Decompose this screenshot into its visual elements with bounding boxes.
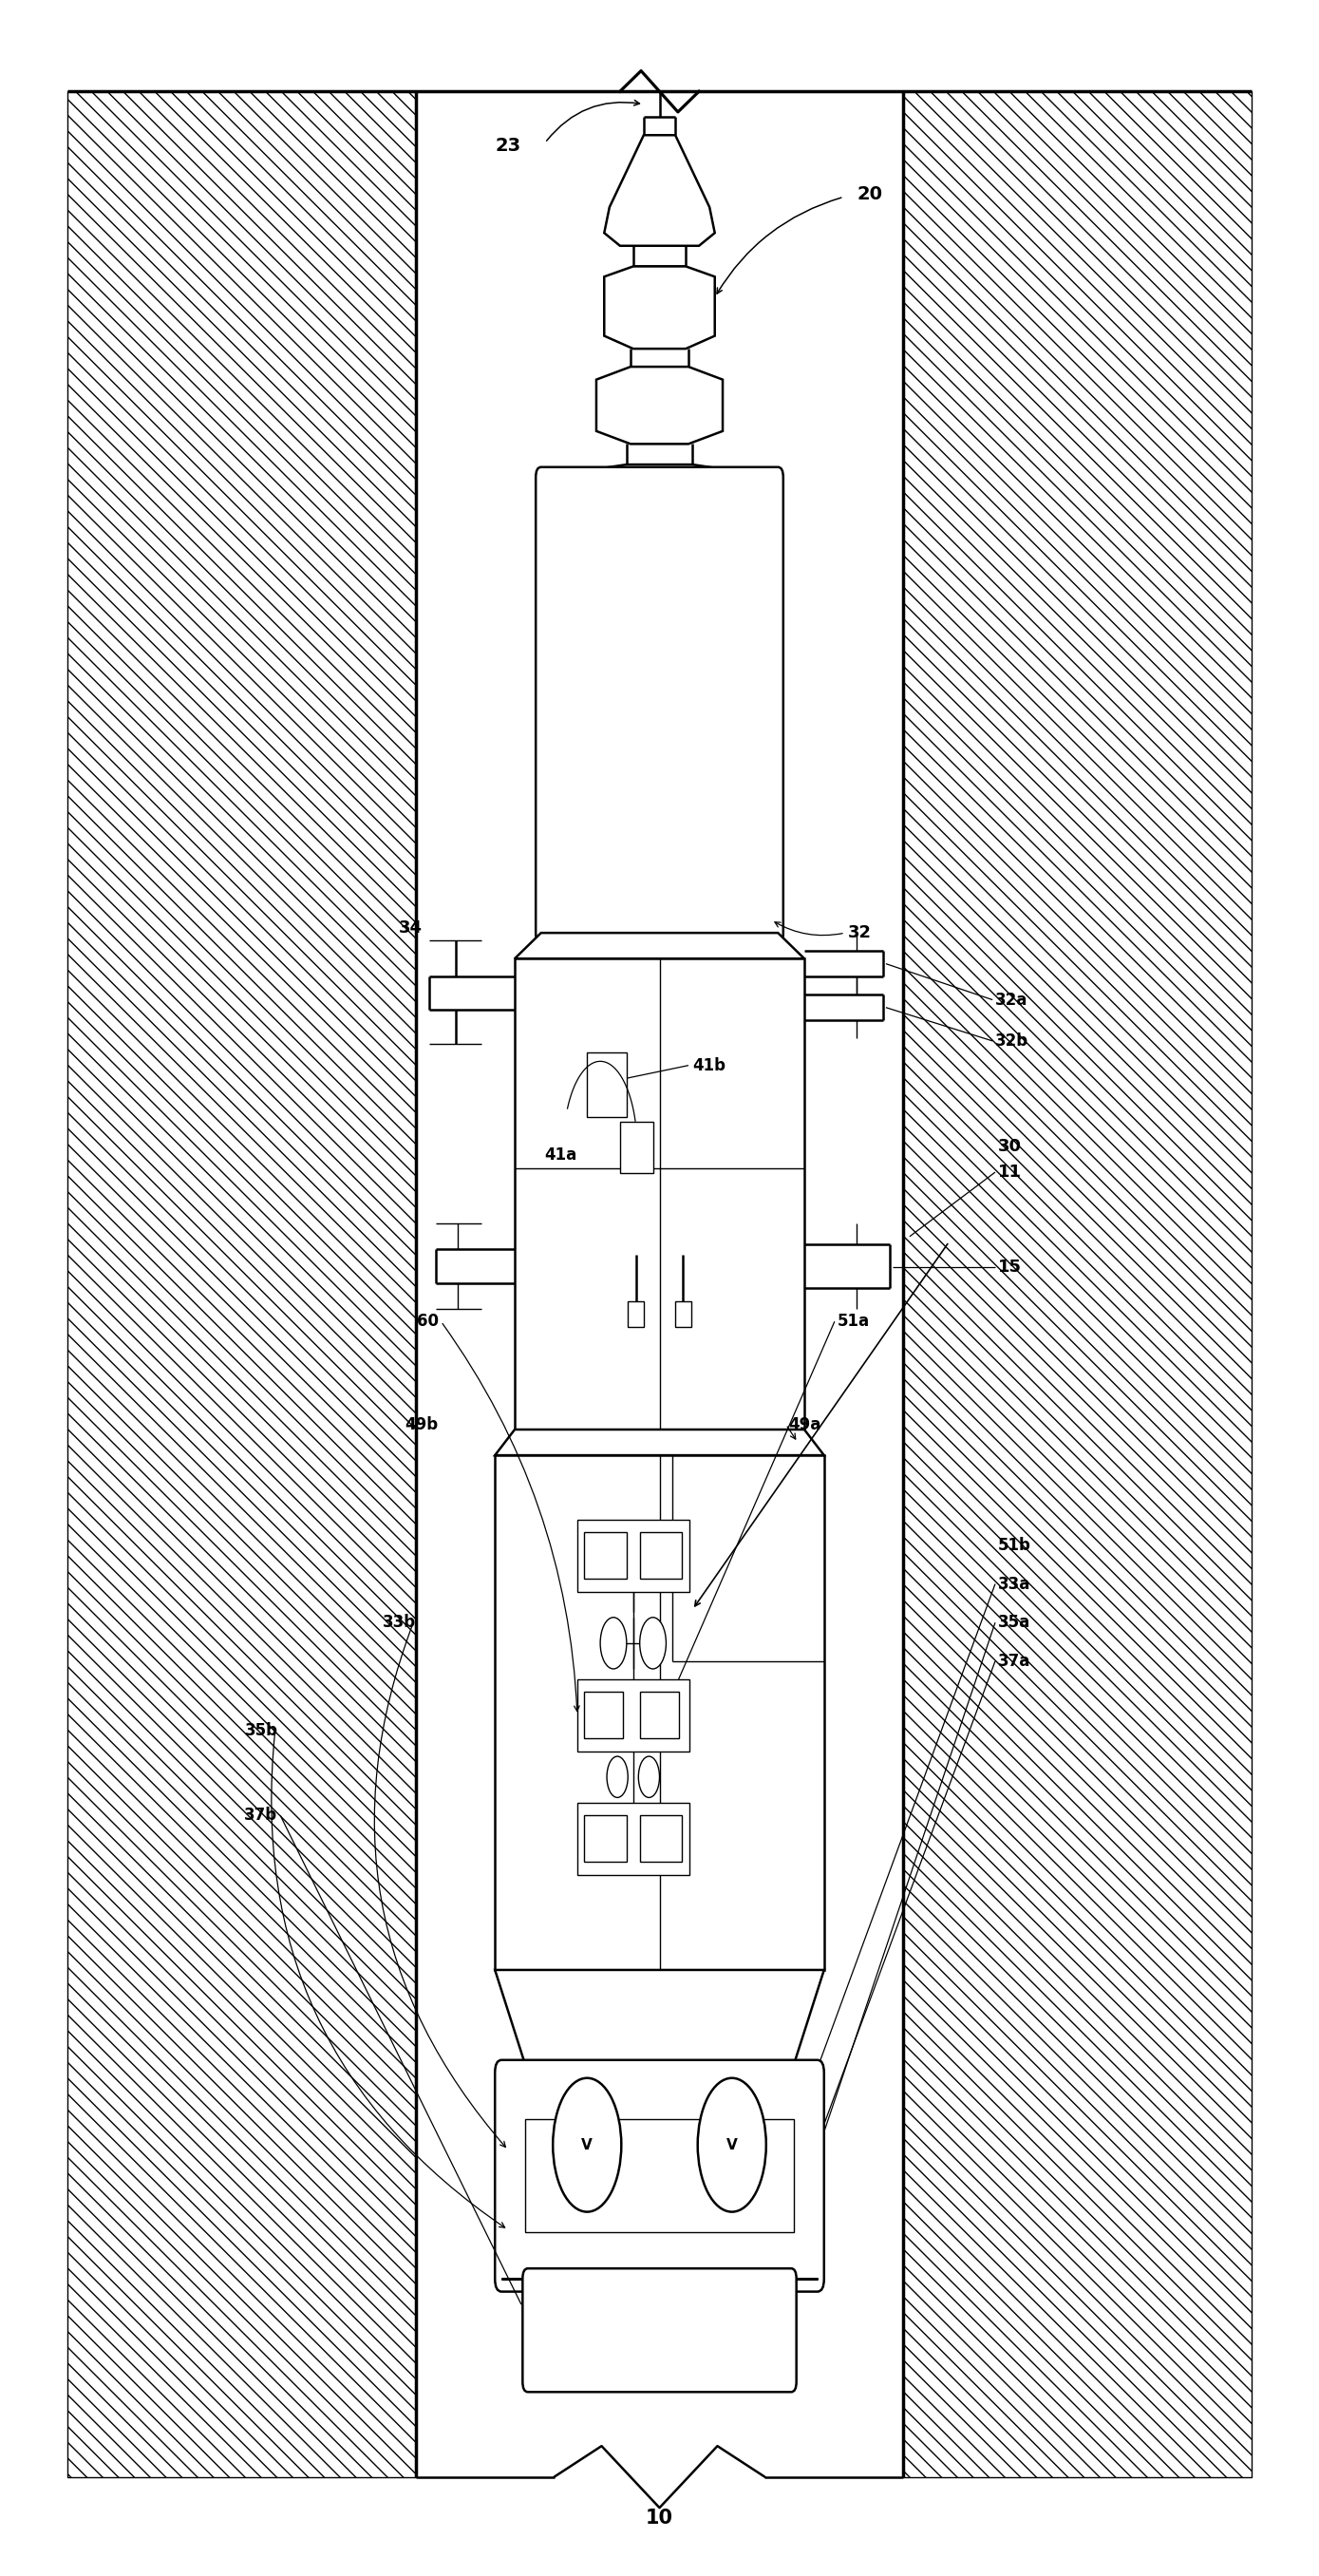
Bar xyxy=(640,1533,682,1579)
FancyBboxPatch shape xyxy=(522,2269,797,2393)
Text: 15: 15 xyxy=(997,1260,1021,1275)
Text: 49a: 49a xyxy=(789,1417,822,1432)
Text: 34: 34 xyxy=(398,920,422,935)
Bar xyxy=(584,1533,627,1579)
Text: V: V xyxy=(727,2138,737,2151)
Polygon shape xyxy=(604,265,715,348)
Circle shape xyxy=(600,1618,627,1669)
Polygon shape xyxy=(495,1971,824,2074)
Bar xyxy=(514,958,805,1430)
FancyBboxPatch shape xyxy=(495,2061,824,2293)
Text: 35a: 35a xyxy=(997,1615,1030,1631)
Polygon shape xyxy=(501,2074,818,2218)
Text: 30: 30 xyxy=(997,1139,1021,1154)
Text: 32a: 32a xyxy=(995,992,1028,1007)
Text: 51b: 51b xyxy=(997,1538,1031,1553)
Bar xyxy=(584,1816,627,1862)
FancyBboxPatch shape xyxy=(536,466,783,943)
Bar xyxy=(675,1301,691,1327)
Text: 41b: 41b xyxy=(692,1056,725,1074)
Text: V: V xyxy=(582,2138,592,2151)
Text: 32b: 32b xyxy=(995,1033,1029,1048)
Bar xyxy=(578,1520,689,1592)
Circle shape xyxy=(640,1618,666,1669)
Bar xyxy=(640,1692,679,1739)
Polygon shape xyxy=(596,366,723,443)
Text: 20: 20 xyxy=(857,185,882,204)
Bar xyxy=(904,90,1252,2478)
Text: 37b: 37b xyxy=(244,1806,278,1824)
Text: 60: 60 xyxy=(417,1314,438,1329)
Polygon shape xyxy=(514,933,805,958)
Bar xyxy=(584,1692,623,1739)
Polygon shape xyxy=(541,464,778,477)
Text: 33a: 33a xyxy=(997,1577,1030,1592)
Bar xyxy=(495,1455,824,1971)
Text: 11: 11 xyxy=(997,1164,1021,1180)
Text: 10: 10 xyxy=(646,2509,673,2527)
Polygon shape xyxy=(495,1430,824,1455)
Bar xyxy=(525,2120,794,2233)
Bar xyxy=(587,1054,627,1118)
Text: 37a: 37a xyxy=(997,1654,1030,1669)
Text: 35b: 35b xyxy=(244,1723,278,1739)
Circle shape xyxy=(638,1757,660,1798)
Text: 33b: 33b xyxy=(383,1615,415,1631)
Text: 23: 23 xyxy=(495,137,521,155)
Bar xyxy=(67,90,415,2478)
Bar xyxy=(628,1301,644,1327)
Circle shape xyxy=(553,2079,621,2213)
Bar xyxy=(578,1680,689,1752)
Text: 32: 32 xyxy=(848,925,872,940)
Polygon shape xyxy=(604,134,715,245)
Text: 41a: 41a xyxy=(545,1146,576,1164)
Circle shape xyxy=(698,2079,766,2213)
Bar xyxy=(578,1803,689,1875)
Text: 49b: 49b xyxy=(405,1417,438,1432)
Text: 51a: 51a xyxy=(838,1314,869,1329)
Bar xyxy=(640,1816,682,1862)
Circle shape xyxy=(607,1757,628,1798)
Bar xyxy=(620,1123,653,1175)
